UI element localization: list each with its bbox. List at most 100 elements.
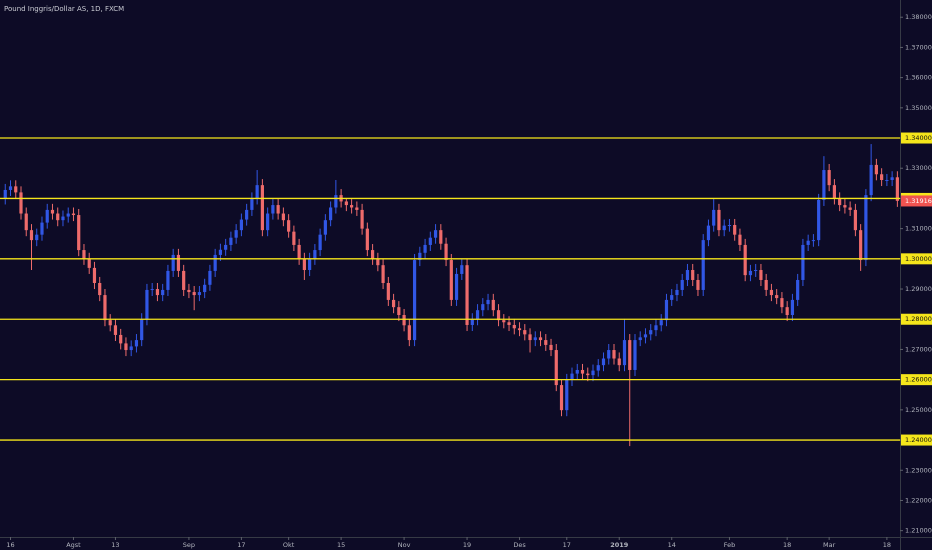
candle-body <box>229 237 233 245</box>
candle-body <box>633 340 637 370</box>
candle-body <box>234 230 238 238</box>
candle-body <box>145 289 149 320</box>
level-label: 1.24000 <box>905 436 932 444</box>
candle-body <box>98 282 102 296</box>
candle-body <box>748 270 753 276</box>
y-tick-label: 1.23000 <box>905 466 932 474</box>
candle-body <box>885 180 889 182</box>
candle-body <box>591 370 595 376</box>
candle-body <box>213 254 217 271</box>
candle-body <box>260 185 264 231</box>
candle-body <box>890 177 894 181</box>
candle-body <box>570 373 574 380</box>
level-label-box <box>901 374 932 386</box>
candle-body <box>203 284 207 293</box>
y-tick-label: 1.35000 <box>905 104 932 112</box>
x-tick-label: 18 <box>783 541 791 549</box>
candle-body <box>880 174 884 181</box>
candle-body <box>176 254 181 271</box>
candle-body <box>370 250 375 259</box>
candle-body <box>418 252 422 261</box>
candle-body <box>250 198 254 210</box>
candle-body <box>659 320 663 326</box>
x-tick-label: Mar <box>823 541 836 549</box>
candle-body <box>706 225 711 241</box>
level-label: 1.34000 <box>905 134 932 142</box>
candle-body <box>45 209 49 223</box>
candle-body <box>853 209 857 231</box>
candle-body <box>649 330 653 335</box>
candle-body <box>166 270 170 290</box>
candle-body <box>297 244 301 259</box>
chart-title: Pound Inggris/Dollar AS, 1D, FXCM <box>4 5 124 13</box>
candle-body <box>140 319 144 341</box>
candle-body <box>512 324 516 329</box>
candle-body <box>365 228 369 251</box>
candle-body <box>643 334 648 338</box>
candle-body <box>502 320 506 323</box>
candle-body <box>822 170 826 200</box>
candle-body <box>544 340 548 345</box>
x-tick-label: 18 <box>883 541 891 549</box>
x-tick-label: Feb <box>724 541 736 549</box>
candle-body <box>61 216 65 221</box>
candle-body <box>811 240 816 242</box>
candle-body <box>869 164 873 196</box>
candle-body <box>313 250 317 259</box>
candle-body <box>738 234 742 245</box>
last-price-box <box>901 195 932 207</box>
candle-body <box>838 198 842 206</box>
candle-body <box>323 220 327 235</box>
y-tick-label: 1.22000 <box>905 496 932 504</box>
candle-body <box>182 270 186 290</box>
y-tick-label: 1.37000 <box>905 43 932 51</box>
x-tick-label: 2019 <box>610 541 629 549</box>
candle-body <box>843 205 847 208</box>
candle-body <box>764 279 768 290</box>
candle-body <box>50 209 55 214</box>
candle-body <box>580 369 585 374</box>
candle-body <box>617 358 621 366</box>
y-tick-label: 1.27000 <box>905 345 932 353</box>
candle-body <box>381 265 385 283</box>
x-tick-label: 14 <box>668 541 676 549</box>
level-label-box <box>901 434 932 446</box>
candle-body <box>423 244 427 253</box>
candle-body <box>433 230 438 238</box>
candle-body <box>549 344 553 351</box>
candle-body <box>208 270 212 285</box>
candle-body <box>302 258 306 271</box>
candle-body <box>859 230 863 261</box>
candle-body <box>428 237 432 245</box>
candle-body <box>218 249 223 255</box>
candle-body <box>733 225 737 235</box>
candle-body <box>161 289 165 296</box>
candle-body <box>481 304 485 311</box>
candle-body <box>344 201 348 206</box>
candle-body <box>496 310 501 321</box>
candle-body <box>14 186 18 193</box>
candle-body <box>638 337 642 341</box>
candle-body <box>806 240 810 245</box>
candle-body <box>449 260 453 300</box>
candle-body <box>29 230 34 241</box>
candle-body <box>386 282 390 300</box>
level-label-box <box>901 132 932 144</box>
candle-body <box>575 369 579 374</box>
candle-body <box>628 340 632 370</box>
candle-body <box>780 298 784 308</box>
candle-body <box>171 254 175 271</box>
candle-body <box>475 310 480 320</box>
x-tick-label: 13 <box>111 541 119 549</box>
candle-body <box>71 213 76 216</box>
candle-body <box>292 231 296 245</box>
candle-body <box>827 170 831 186</box>
candle-body <box>24 213 28 231</box>
candle-body <box>103 295 107 321</box>
candle-body <box>360 209 364 229</box>
candle-body <box>507 322 511 325</box>
candle-body <box>712 209 716 226</box>
candle-body <box>376 258 380 266</box>
candle-body <box>124 343 128 351</box>
